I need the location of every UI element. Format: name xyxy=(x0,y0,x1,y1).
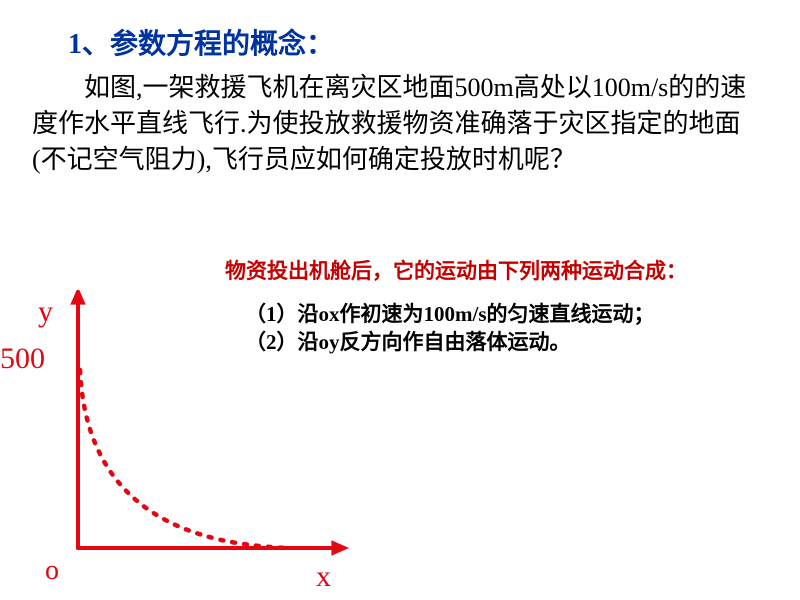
y-axis-label: y xyxy=(38,295,53,329)
motion-note: 物资投出机舱后，它的运动由下列两种运动合成： xyxy=(225,255,687,285)
origin-label: o xyxy=(45,555,59,587)
section-title: 1、参数方程的概念： xyxy=(68,22,334,62)
trajectory-chart xyxy=(20,290,360,590)
problem-paragraph: 如图,一架救援飞机在离灾区地面500m高处以100m/s的的速度作水平直线飞行.… xyxy=(32,70,772,178)
y-tick-500: 500 xyxy=(0,342,45,376)
x-axis-label: x xyxy=(316,560,331,594)
